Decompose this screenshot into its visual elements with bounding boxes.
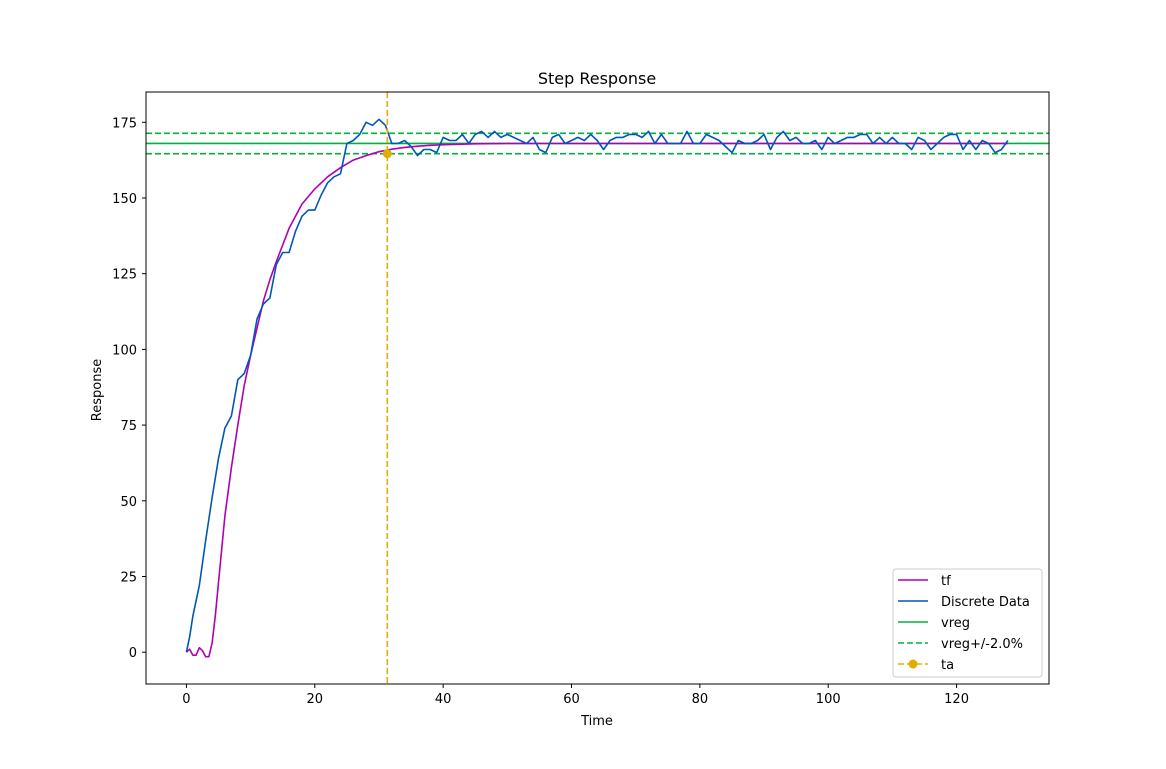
legend-label: tf <box>941 574 951 589</box>
x-tick-label: 60 <box>563 692 580 707</box>
x-tick-label: 40 <box>435 692 452 707</box>
legend-label: Discrete Data <box>941 595 1030 610</box>
legend-item: vreg <box>898 616 970 631</box>
y-tick-label: 150 <box>112 192 137 207</box>
y-tick-label: 25 <box>120 571 137 586</box>
y-tick-label: 75 <box>120 419 137 434</box>
y-tick-label: 125 <box>112 268 137 283</box>
x-tick-label: 120 <box>944 692 969 707</box>
legend-label: ta <box>941 658 954 673</box>
y-tick-label: 50 <box>120 495 137 510</box>
legend-item: tf <box>898 574 951 589</box>
legend-label: vreg+/-2.0% <box>941 637 1023 652</box>
x-axis-title: Time <box>580 714 613 729</box>
x-tick-label: 80 <box>692 692 709 707</box>
y-axis-title: Response <box>90 359 105 421</box>
chart-title: Step Response <box>538 69 656 88</box>
discrete-data-line <box>185 118 1009 653</box>
legend-item: Discrete Data <box>898 595 1030 610</box>
x-tick-label: 20 <box>307 692 324 707</box>
tf-line <box>185 142 1008 658</box>
y-tick-label: 175 <box>112 116 137 131</box>
x-tick-label: 0 <box>182 692 190 707</box>
series-layer <box>146 92 1049 684</box>
plot-frame <box>145 91 1050 685</box>
x-tick-label: 100 <box>816 692 841 707</box>
legend-label: vreg <box>941 616 970 631</box>
x-axis: 0 20 40 60 80 100 120 <box>182 684 969 707</box>
legend-item: vreg+/-2.0% <box>898 637 1023 652</box>
ta-marker <box>382 149 392 159</box>
y-axis: 0 25 50 75 100 125 150 175 <box>112 116 146 661</box>
legend-marker <box>908 659 918 669</box>
legend: tf Discrete Data vreg vreg+/-2.0% ta <box>892 568 1043 678</box>
legend-item: ta <box>898 658 954 673</box>
legend-box <box>892 568 1043 678</box>
y-tick-label: 0 <box>129 646 137 661</box>
y-tick-label: 100 <box>112 343 137 358</box>
